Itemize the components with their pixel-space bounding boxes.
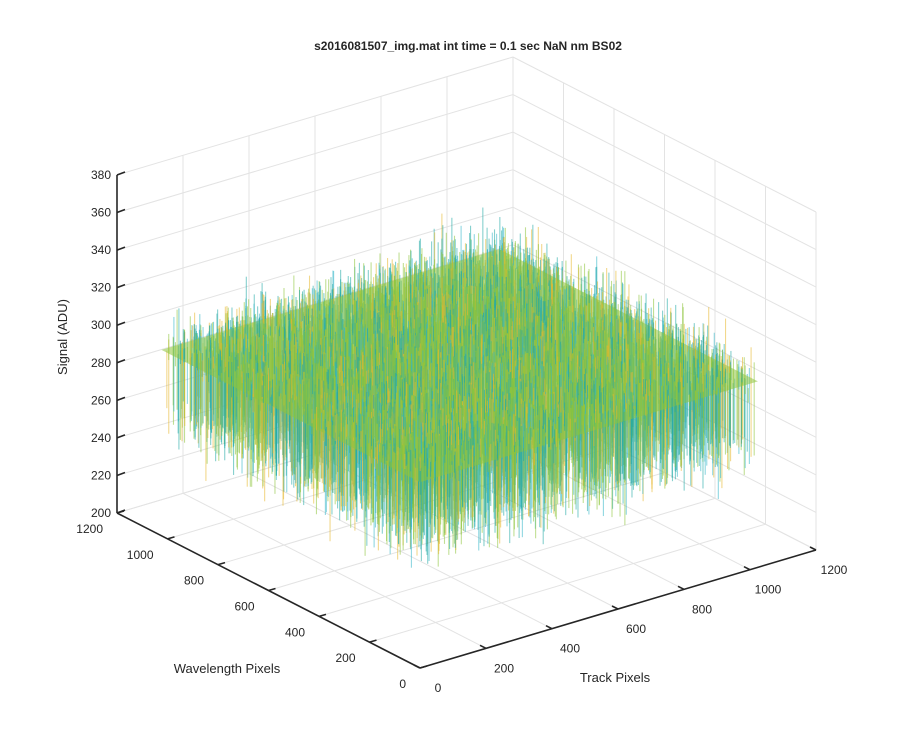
surface-plot: 2002202402602803003203403603800200400600… bbox=[0, 0, 900, 750]
